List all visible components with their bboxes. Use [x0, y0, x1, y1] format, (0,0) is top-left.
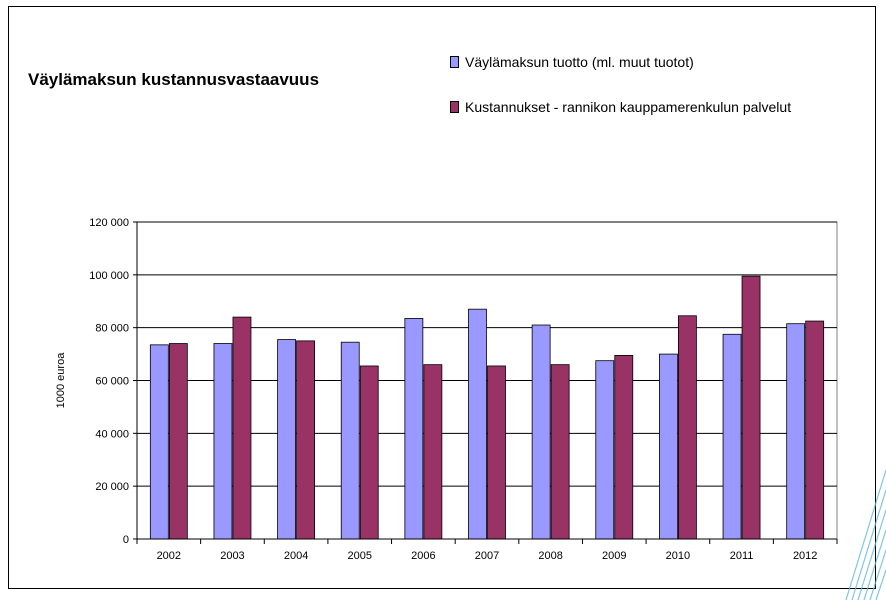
bar-revenue-2006: [404, 318, 424, 540]
bar-costs-2008: [550, 364, 570, 540]
bar-revenue-2002: [149, 344, 169, 540]
bar-revenue-2011: [722, 333, 742, 540]
x-tick-label-2012: 2012: [793, 550, 817, 562]
x-tick-label-2010: 2010: [666, 550, 690, 562]
y-tick-label: 20 000: [95, 481, 129, 493]
bar-revenue-2012: [786, 323, 806, 540]
bar-costs-2011: [741, 275, 761, 540]
bar-costs-2009: [614, 355, 634, 540]
x-tick-label-2011: 2011: [730, 550, 754, 562]
bar-revenue-2003: [213, 343, 233, 540]
bar-costs-2010: [678, 315, 697, 540]
y-tick-label: 120 000: [89, 217, 129, 229]
y-tick-label: 60 000: [95, 376, 129, 388]
x-tick-label-2003: 2003: [220, 550, 244, 562]
bar-costs-2007: [487, 365, 506, 540]
legend-label-revenue: Väylämaksun tuotto (ml. muut tuotot): [465, 54, 694, 70]
x-tick-label-2007: 2007: [475, 550, 499, 562]
decorative-stripes: [845, 469, 886, 600]
legend-entry-costs: Kustannukset - rannikon kauppamerenkulun…: [450, 99, 791, 115]
x-tick-label-2006: 2006: [411, 550, 435, 562]
legend-swatch-costs: [450, 101, 459, 113]
legend-label-costs: Kustannukset - rannikon kauppamerenkulun…: [465, 99, 792, 115]
bar-revenue-2009: [595, 360, 615, 540]
bar-revenue-2005: [340, 341, 360, 540]
y-tick-label: 80 000: [95, 323, 129, 335]
bar-costs-2004: [296, 340, 315, 540]
x-tick-label-2004: 2004: [284, 550, 308, 562]
x-tick-label-2005: 2005: [347, 550, 371, 562]
chart-title: Väylämaksun kustannusvastaavuus: [28, 70, 320, 89]
bar-costs-2006: [423, 364, 443, 540]
x-tick-label-2002: 2002: [157, 550, 181, 562]
legend-entry-revenue: Väylämaksun tuotto (ml. muut tuotot): [450, 54, 694, 70]
y-axis-label: 1000 euroa: [55, 352, 67, 409]
bar-revenue-2008: [531, 324, 551, 540]
y-tick-label: 100 000: [89, 270, 129, 282]
legend-swatch-revenue: [450, 56, 459, 68]
bar-costs-2002: [168, 343, 188, 540]
y-tick-label: 0: [123, 534, 129, 546]
y-tick-label: 40 000: [95, 428, 129, 440]
bar-revenue-2007: [468, 308, 487, 540]
bar-costs-2003: [232, 316, 252, 540]
x-tick-label-2008: 2008: [538, 550, 562, 562]
bar-revenue-2004: [277, 339, 296, 540]
bar-revenue-2010: [659, 353, 678, 540]
bar-costs-2005: [359, 365, 379, 540]
x-tick-label-2009: 2009: [602, 550, 626, 562]
